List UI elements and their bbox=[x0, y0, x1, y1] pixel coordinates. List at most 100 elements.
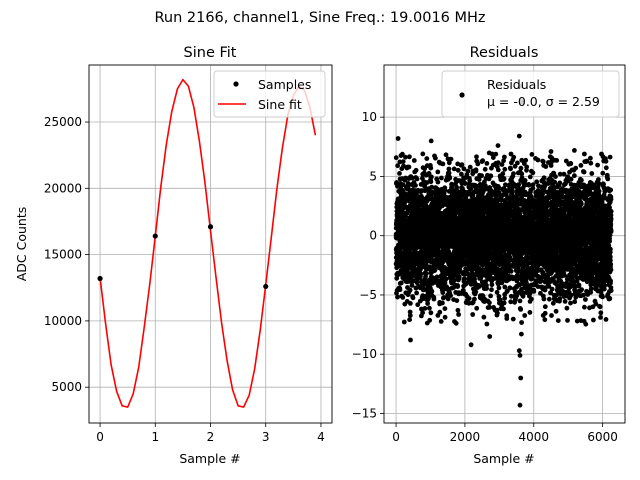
residual-point bbox=[484, 286, 489, 291]
residual-point bbox=[425, 301, 430, 306]
residual-point bbox=[502, 154, 507, 160]
residual-point bbox=[496, 285, 502, 291]
residual-point bbox=[456, 274, 462, 280]
residual-point bbox=[403, 154, 408, 160]
residual-point bbox=[455, 307, 461, 313]
legend-samples-marker bbox=[233, 81, 239, 87]
residual-point bbox=[413, 183, 418, 188]
residual-point bbox=[470, 312, 476, 317]
residual-point bbox=[414, 280, 420, 286]
sine-fit-line bbox=[99, 78, 317, 408]
residual-point bbox=[443, 152, 449, 158]
residual-point bbox=[511, 154, 517, 160]
residual-point bbox=[429, 174, 434, 180]
residual-point bbox=[467, 178, 473, 184]
residual-point bbox=[397, 171, 402, 176]
residual-point bbox=[461, 166, 467, 172]
residual-point bbox=[407, 313, 413, 318]
residual-point bbox=[542, 304, 548, 310]
residual-point bbox=[473, 167, 479, 173]
residual-point bbox=[557, 180, 563, 186]
residual-point bbox=[507, 285, 513, 291]
residual-point bbox=[414, 176, 420, 182]
residual-point bbox=[438, 319, 444, 324]
residual-point bbox=[409, 175, 415, 181]
sine-fit-x-tick-label: 3 bbox=[262, 430, 270, 444]
residual-point bbox=[522, 178, 528, 183]
residual-point bbox=[398, 280, 404, 286]
residual-point bbox=[459, 162, 465, 168]
residual-point bbox=[555, 318, 561, 323]
residual-point bbox=[500, 171, 506, 177]
residual-point bbox=[440, 300, 445, 306]
residual-point bbox=[502, 284, 508, 290]
sine-fit-y-tick-label: 20000 bbox=[44, 181, 82, 195]
legend-sine-fit-label: Sine fit bbox=[258, 97, 302, 112]
residual-point bbox=[446, 170, 452, 176]
residual-point bbox=[501, 300, 507, 306]
residual-point bbox=[482, 166, 488, 172]
residual-point bbox=[522, 313, 528, 318]
residual-point bbox=[466, 296, 472, 301]
residual-point bbox=[493, 151, 499, 157]
sine-fit-ylabel: ADC Counts bbox=[14, 207, 29, 282]
residual-point bbox=[410, 295, 416, 301]
residual-point bbox=[442, 280, 448, 285]
residual-point bbox=[524, 164, 530, 170]
residual-point bbox=[562, 299, 568, 304]
residual-point bbox=[401, 319, 407, 325]
residual-point bbox=[488, 293, 493, 299]
sample-point bbox=[97, 275, 103, 282]
residual-point bbox=[406, 164, 412, 170]
residual-point bbox=[400, 159, 406, 165]
residual-point bbox=[454, 184, 459, 190]
residual-point bbox=[546, 296, 552, 302]
residual-point bbox=[549, 286, 555, 292]
residual-point bbox=[489, 282, 495, 288]
sine-fit-legend: Samples Sine fit bbox=[213, 70, 326, 118]
residual-point bbox=[428, 310, 434, 316]
residual-point bbox=[407, 154, 412, 160]
residual-point bbox=[495, 310, 500, 316]
residual-point bbox=[424, 156, 430, 162]
sample-point bbox=[152, 233, 158, 239]
residual-point bbox=[448, 156, 454, 162]
residual-point bbox=[446, 166, 452, 172]
residuals-title: Residuals bbox=[470, 45, 539, 61]
residual-point bbox=[454, 298, 460, 303]
residual-point bbox=[395, 294, 400, 300]
residual-point bbox=[501, 176, 507, 182]
sine-fit-y-tick-label: 25000 bbox=[44, 115, 82, 129]
residual-point bbox=[502, 166, 508, 172]
residual-point bbox=[428, 165, 434, 171]
sine-fit-xlabel: Sample # bbox=[179, 451, 240, 466]
residual-point bbox=[481, 314, 487, 320]
residual-point bbox=[420, 151, 426, 157]
residual-point bbox=[427, 317, 433, 323]
residual-point bbox=[451, 166, 457, 172]
sample-point bbox=[207, 224, 214, 230]
residual-point bbox=[488, 173, 494, 179]
residual-point bbox=[484, 161, 490, 166]
residual-point bbox=[427, 305, 432, 311]
sine-fit-x-tick-label: 1 bbox=[151, 430, 159, 444]
residual-point bbox=[518, 307, 524, 312]
residual-point bbox=[415, 302, 421, 308]
residual-point bbox=[541, 296, 547, 302]
residual-point bbox=[400, 295, 406, 300]
residual-point bbox=[432, 267, 438, 272]
residual-point bbox=[465, 168, 471, 174]
residual-point bbox=[441, 295, 447, 300]
residual-point bbox=[409, 283, 415, 288]
residual-point bbox=[407, 287, 413, 293]
residual-point bbox=[408, 301, 413, 306]
residual-point bbox=[527, 310, 533, 315]
residual-point bbox=[542, 310, 548, 316]
residual-point bbox=[434, 274, 440, 280]
residual-point bbox=[511, 171, 516, 177]
residual-point bbox=[530, 170, 536, 176]
sine-fit-y-tick-label: 10000 bbox=[44, 314, 82, 328]
residual-point bbox=[400, 151, 405, 157]
residual-point bbox=[484, 321, 490, 327]
